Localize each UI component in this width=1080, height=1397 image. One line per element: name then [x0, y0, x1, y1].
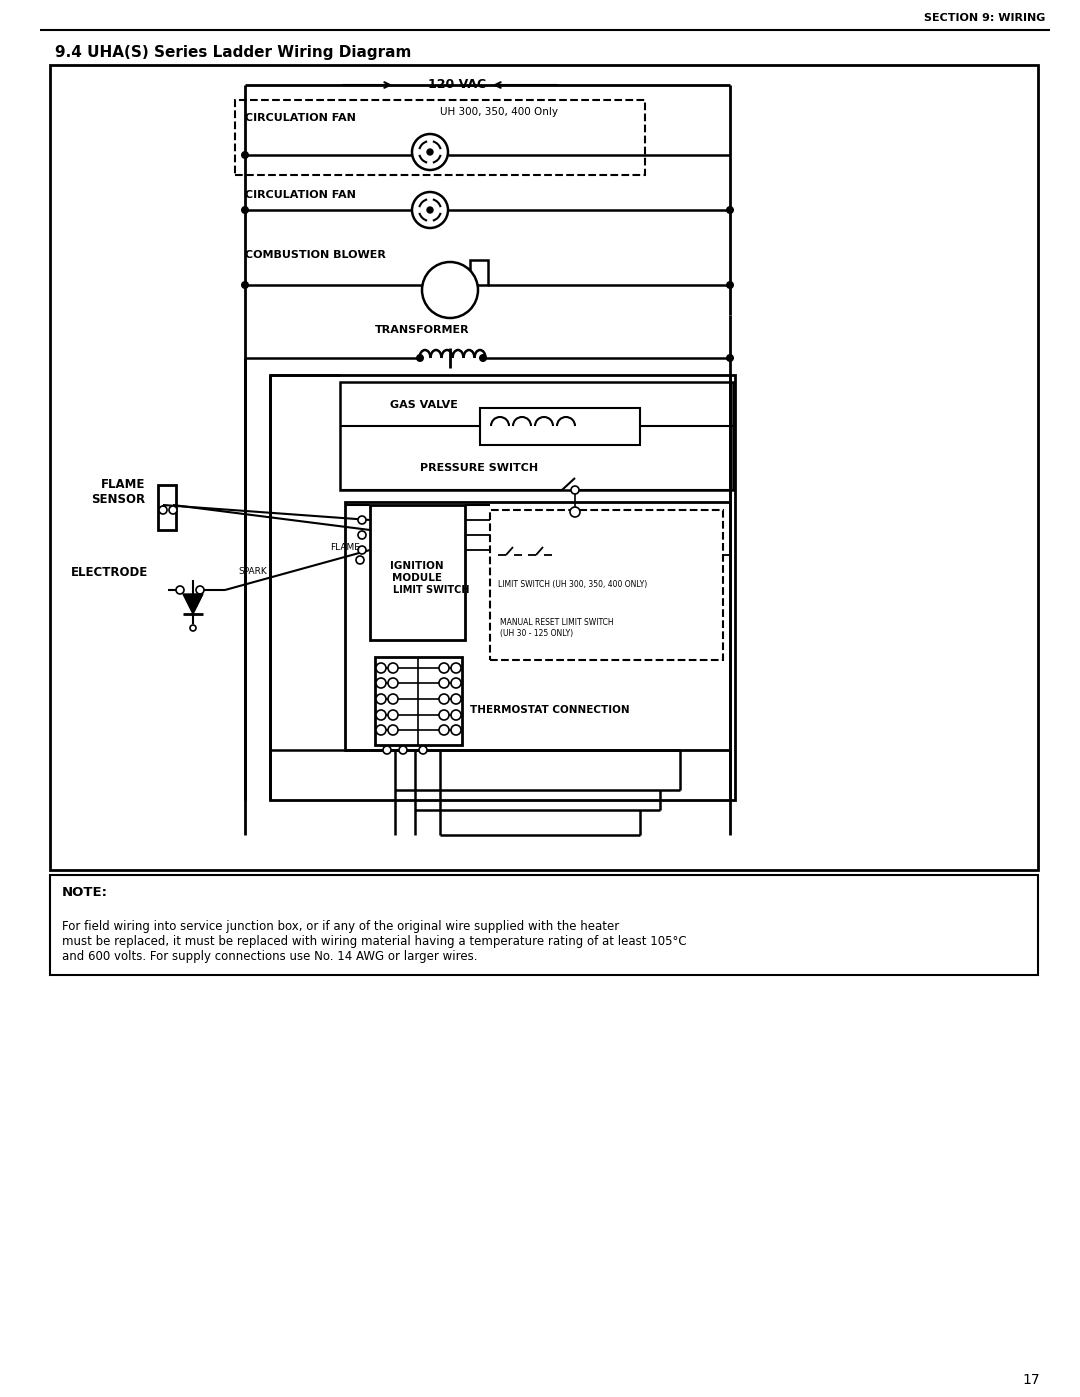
Bar	[158, 485, 176, 529]
Circle shape	[388, 678, 399, 687]
Bar	[370, 504, 465, 640]
Text: IGNITION
MODULE: IGNITION MODULE	[390, 562, 444, 583]
Circle shape	[451, 694, 461, 704]
Circle shape	[376, 710, 386, 719]
Text: UH 300, 350, 400 Only: UH 300, 350, 400 Only	[440, 108, 558, 117]
Circle shape	[411, 134, 448, 170]
Circle shape	[438, 710, 449, 719]
Bar	[50, 66, 1038, 870]
Circle shape	[357, 546, 366, 555]
Text: 17: 17	[1023, 1373, 1040, 1387]
Bar	[375, 657, 462, 745]
Circle shape	[357, 531, 366, 539]
Circle shape	[438, 694, 449, 704]
Circle shape	[438, 664, 449, 673]
Circle shape	[451, 710, 461, 719]
Circle shape	[570, 507, 580, 517]
Circle shape	[376, 664, 386, 673]
Text: GAS VALVE: GAS VALVE	[390, 400, 458, 409]
Circle shape	[451, 664, 461, 673]
Text: LIMIT SWITCH (UH 300, 350, 400 ONLY): LIMIT SWITCH (UH 300, 350, 400 ONLY)	[498, 580, 647, 588]
Circle shape	[388, 725, 399, 735]
Text: THERMOSTAT CONNECTION: THERMOSTAT CONNECTION	[470, 705, 630, 715]
Bar	[50, 875, 1038, 975]
Circle shape	[416, 353, 424, 362]
Circle shape	[376, 694, 386, 704]
Circle shape	[190, 624, 195, 631]
Text: CIRCULATION FAN: CIRCULATION FAN	[245, 113, 356, 123]
Circle shape	[241, 205, 249, 214]
Text: COMBUSTION BLOWER: COMBUSTION BLOWER	[245, 250, 386, 260]
Circle shape	[438, 678, 449, 687]
Circle shape	[438, 725, 449, 735]
Text: LIMIT SWITCH: LIMIT SWITCH	[393, 585, 470, 595]
Circle shape	[376, 725, 386, 735]
Bar	[490, 510, 723, 659]
Circle shape	[726, 281, 734, 289]
Circle shape	[388, 694, 399, 704]
Circle shape	[726, 353, 734, 362]
Circle shape	[451, 678, 461, 687]
Text: NOTE:: NOTE:	[62, 887, 108, 900]
Text: PRESSURE SWITCH: PRESSURE SWITCH	[420, 462, 538, 474]
Bar	[270, 374, 735, 800]
Bar	[340, 381, 733, 490]
Text: SECTION 9: WIRING: SECTION 9: WIRING	[923, 13, 1045, 22]
Text: ELECTRODE: ELECTRODE	[71, 566, 148, 578]
Circle shape	[419, 746, 427, 754]
Text: For field wiring into service junction box, or if any of the original wire suppl: For field wiring into service junction b…	[62, 921, 687, 963]
Polygon shape	[183, 594, 203, 615]
Circle shape	[427, 207, 433, 212]
Circle shape	[383, 746, 391, 754]
Circle shape	[388, 664, 399, 673]
Text: SPARK: SPARK	[238, 567, 267, 577]
Circle shape	[241, 281, 249, 289]
Circle shape	[571, 486, 579, 495]
Circle shape	[195, 585, 204, 594]
Circle shape	[357, 515, 366, 524]
Circle shape	[376, 678, 386, 687]
Text: CIRCULATION FAN: CIRCULATION FAN	[245, 190, 356, 200]
Bar	[345, 502, 730, 750]
Bar	[235, 101, 645, 175]
Circle shape	[451, 725, 461, 735]
Circle shape	[168, 506, 177, 514]
Circle shape	[411, 191, 448, 228]
Circle shape	[726, 205, 734, 214]
Circle shape	[480, 353, 487, 362]
Circle shape	[356, 556, 364, 564]
Circle shape	[388, 710, 399, 719]
Circle shape	[399, 746, 407, 754]
Text: FLAME: FLAME	[330, 543, 360, 552]
Circle shape	[176, 585, 184, 594]
Text: 9.4 UHA(S) Series Ladder Wiring Diagram: 9.4 UHA(S) Series Ladder Wiring Diagram	[55, 45, 411, 60]
Circle shape	[159, 506, 167, 514]
Text: TRANSFORMER: TRANSFORMER	[375, 326, 470, 335]
Circle shape	[427, 149, 433, 155]
Bar	[470, 260, 488, 285]
Text: 120 VAC: 120 VAC	[428, 78, 486, 91]
Text: MANUAL RESET LIMIT SWITCH
(UH 30 - 125 ONLY): MANUAL RESET LIMIT SWITCH (UH 30 - 125 O…	[500, 619, 613, 637]
Text: FLAME
SENSOR: FLAME SENSOR	[91, 478, 145, 506]
Circle shape	[241, 151, 249, 159]
Bar	[480, 408, 640, 446]
Circle shape	[422, 263, 478, 319]
